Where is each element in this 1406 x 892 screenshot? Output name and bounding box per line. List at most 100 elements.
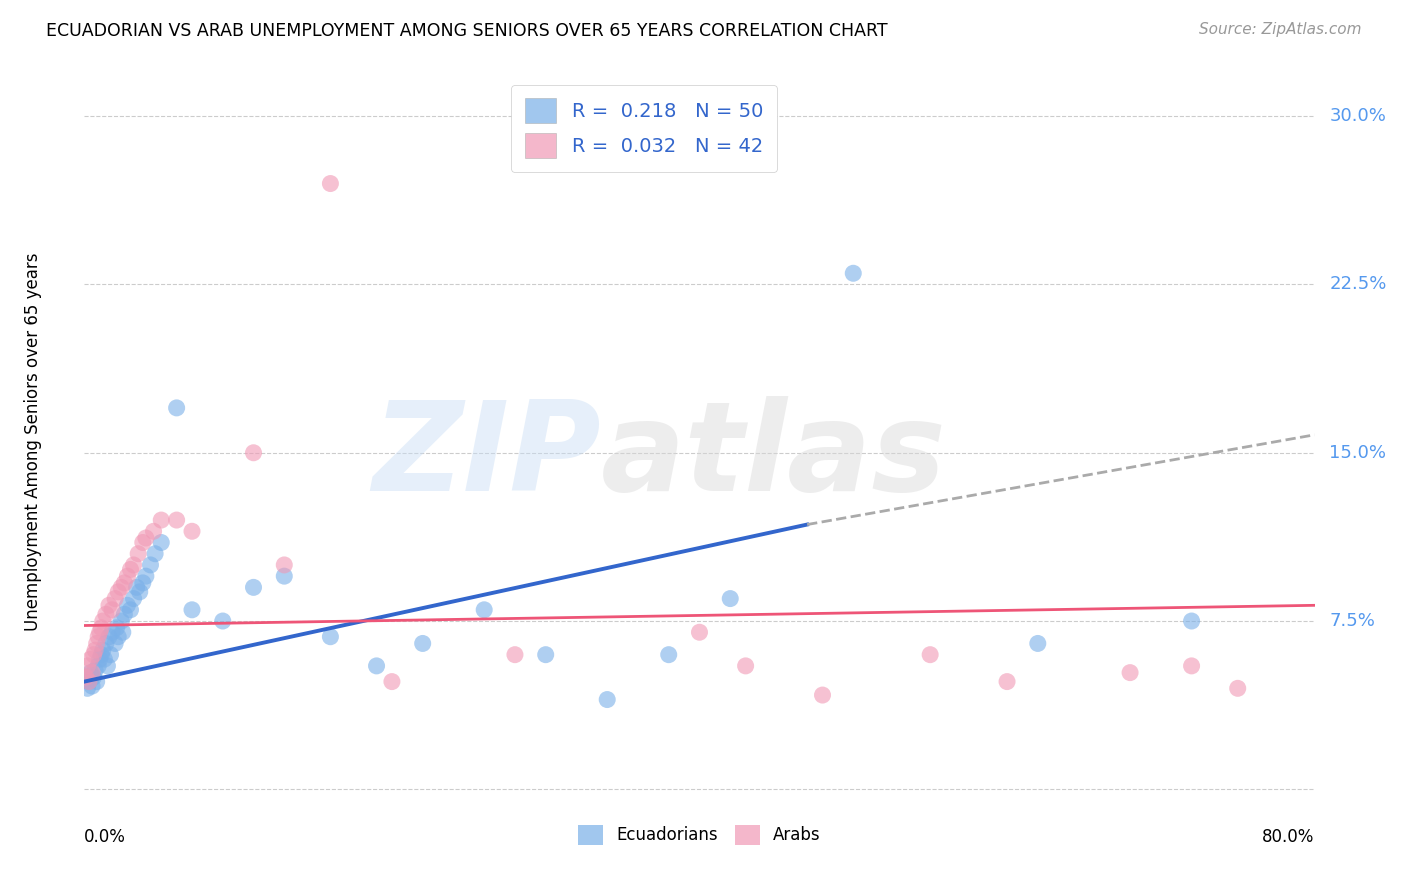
Point [83,670,105,684]
Point [86,636,108,650]
Point [80,679,103,693]
Point [166,401,188,415]
Point [112,607,135,622]
Point [150,535,173,549]
Point [1226,681,1249,696]
Point [135,569,157,583]
Point [689,625,711,640]
Point [86,674,108,689]
Point [96,659,118,673]
Point [110,614,132,628]
Point [104,591,127,606]
Text: 15.0%: 15.0% [1330,443,1386,462]
Point [718,591,741,606]
Point [135,531,157,545]
Point [91,614,114,628]
Point [273,569,295,583]
Point [79,652,101,666]
Point [139,558,162,572]
Point [242,580,264,594]
Point [112,575,135,590]
Point [132,535,155,549]
Point [122,558,145,572]
Point [181,603,204,617]
Text: 22.5%: 22.5% [1330,276,1386,293]
Point [110,580,132,594]
Point [1119,665,1142,680]
Point [76,681,98,696]
Point [150,513,173,527]
Point [319,630,342,644]
Point [319,177,342,191]
Point [101,603,124,617]
Point [117,569,139,583]
Point [211,614,233,628]
Point [181,524,204,539]
Point [94,607,117,622]
Point [87,630,110,644]
Text: ECUADORIAN VS ARAB UNEMPLOYMENT AMONG SENIORS OVER 65 YEARS CORRELATION CHART: ECUADORIAN VS ARAB UNEMPLOYMENT AMONG SE… [46,22,889,40]
Point [366,659,388,673]
Point [90,621,112,635]
Point [77,674,100,689]
Point [811,688,834,702]
Point [127,547,149,561]
Point [80,665,103,680]
Point [125,580,148,594]
Text: Source: ZipAtlas.com: Source: ZipAtlas.com [1198,22,1361,37]
Point [84,664,107,678]
Point [842,266,865,280]
Point [76,659,98,673]
Point [79,665,101,680]
Point [1181,614,1204,628]
Point [242,446,264,460]
Point [101,625,124,640]
Legend: Ecuadorians, Arabs: Ecuadorians, Arabs [571,818,828,852]
Point [596,692,619,706]
Text: 30.0%: 30.0% [1330,107,1386,125]
Point [89,625,111,640]
Point [122,591,145,606]
Point [120,603,142,617]
Point [142,524,165,539]
Point [89,652,111,666]
Point [920,648,942,662]
Point [98,630,120,644]
Point [77,674,100,689]
Point [87,659,110,673]
Text: ZIP: ZIP [373,396,602,516]
Point [100,648,122,662]
Point [472,603,495,617]
Point [503,648,526,662]
Point [273,558,295,572]
Point [83,648,105,662]
Point [1181,659,1204,673]
Point [90,648,112,662]
Text: 0.0%: 0.0% [84,828,127,846]
Point [75,670,97,684]
Point [107,585,129,599]
Point [534,648,557,662]
Point [94,636,117,650]
Point [84,643,107,657]
Text: 7.5%: 7.5% [1330,612,1375,630]
Point [128,585,150,599]
Point [111,625,134,640]
Point [117,599,139,613]
Point [1026,636,1049,650]
Text: atlas: atlas [602,396,946,516]
Point [995,674,1018,689]
Point [104,636,127,650]
Point [166,513,188,527]
Text: Unemployment Among Seniors over 65 years: Unemployment Among Seniors over 65 years [24,252,42,631]
Point [105,621,128,635]
Text: 80.0%: 80.0% [1263,828,1315,846]
Point [93,652,115,666]
Point [120,562,142,576]
Point [143,547,166,561]
Point [658,648,681,662]
Point [412,636,434,650]
Point [107,630,129,644]
Point [381,674,404,689]
Point [132,575,155,590]
